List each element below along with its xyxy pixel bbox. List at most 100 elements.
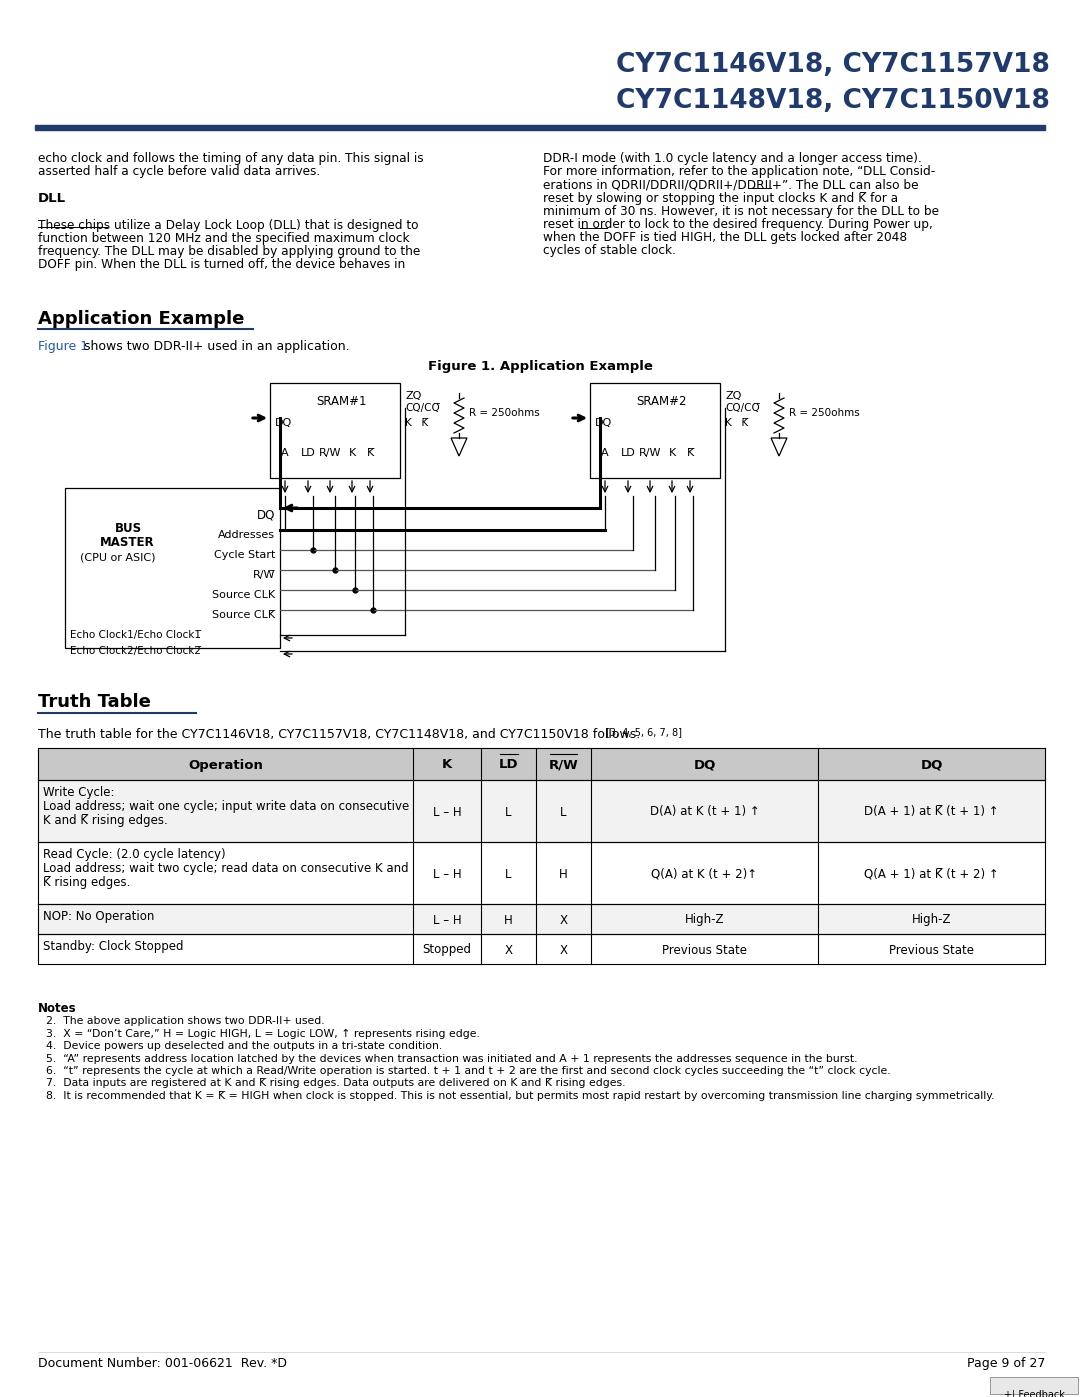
Bar <box>65 488 280 648</box>
Text: Load address; wait one cycle; input write data on consecutive: Load address; wait one cycle; input writ… <box>43 800 409 813</box>
Text: function between 120 MHz and the specified maximum clock: function between 120 MHz and the specifi… <box>38 232 409 244</box>
Text: Source CLK: Source CLK <box>212 590 275 599</box>
Text: minimum of 30 ns. However, it is not necessary for the DLL to be: minimum of 30 ns. However, it is not nec… <box>543 205 939 218</box>
Text: reset by slowing or stopping the input clocks K and K̅ for a: reset by slowing or stopping the input c… <box>543 191 899 204</box>
Polygon shape <box>451 439 467 455</box>
Text: BUS: BUS <box>114 522 143 535</box>
Text: Echo Clock1/Echo Clock1̅: Echo Clock1/Echo Clock1̅ <box>70 630 201 640</box>
Text: DQ: DQ <box>275 418 293 427</box>
Text: Write Cycle:: Write Cycle: <box>43 787 114 799</box>
Text: Operation: Operation <box>188 759 262 771</box>
Text: L: L <box>505 868 512 880</box>
Text: Stopped: Stopped <box>422 943 472 957</box>
Text: H: H <box>559 868 568 880</box>
Text: DQ: DQ <box>920 759 943 771</box>
Bar <box>590 383 720 478</box>
Text: K   K̅: K K̅ <box>725 418 748 427</box>
Text: LD: LD <box>499 759 518 771</box>
Text: R/W̅: R/W̅ <box>253 570 275 580</box>
Text: K: K <box>442 759 453 771</box>
Text: Read Cycle: (2.0 cycle latency): Read Cycle: (2.0 cycle latency) <box>43 848 226 861</box>
Text: Figure 1. Application Example: Figure 1. Application Example <box>428 360 652 373</box>
Text: L – H: L – H <box>433 868 461 880</box>
Text: echo clock and follows the timing of any data pin. This signal is: echo clock and follows the timing of any… <box>38 152 423 165</box>
Text: ZQ: ZQ <box>725 391 741 401</box>
Text: Cycle Start: Cycle Start <box>214 550 275 560</box>
Text: Q(A) at K (t + 2)↑: Q(A) at K (t + 2)↑ <box>651 868 757 880</box>
Text: 6.  “t” represents the cycle at which a Read/Write operation is started. t + 1 a: 6. “t” represents the cycle at which a R… <box>46 1066 891 1076</box>
Text: DDR-I mode (with 1.0 cycle latency and a longer access time).: DDR-I mode (with 1.0 cycle latency and a… <box>543 152 921 165</box>
Text: R/W: R/W <box>638 448 661 458</box>
Text: X: X <box>559 914 567 926</box>
Text: CQ/CQ̅: CQ/CQ̅ <box>725 402 759 414</box>
Text: 2.  The above application shows two DDR-II+ used.: 2. The above application shows two DDR-I… <box>46 1016 325 1025</box>
Bar <box>38 904 1045 935</box>
Text: erations in QDRII/DDRII/QDRII+/DDRII+”. The DLL can also be: erations in QDRII/DDRII/QDRII+/DDRII+”. … <box>543 179 918 191</box>
Text: R = 250ohms: R = 250ohms <box>469 408 540 418</box>
Text: K̅: K̅ <box>366 448 374 458</box>
Text: [3, 4, 5, 6, 7, 8]: [3, 4, 5, 6, 7, 8] <box>606 726 681 738</box>
Text: DQ: DQ <box>595 418 612 427</box>
Text: Notes: Notes <box>38 1002 77 1016</box>
Text: 4.  Device powers up deselected and the outputs in a tri-state condition.: 4. Device powers up deselected and the o… <box>46 1041 442 1051</box>
Text: L – H: L – H <box>433 914 461 926</box>
Text: Figure 1: Figure 1 <box>38 339 89 353</box>
Text: A: A <box>281 448 288 458</box>
Text: K: K <box>349 448 355 458</box>
Text: These chips utilize a Delay Lock Loop (DLL) that is designed to: These chips utilize a Delay Lock Loop (D… <box>38 219 419 232</box>
Text: H: H <box>504 914 513 926</box>
Text: (CPU or ASIC): (CPU or ASIC) <box>80 552 156 562</box>
Text: 5.  “A” represents address location latched by the devices when transaction was : 5. “A” represents address location latch… <box>46 1053 858 1063</box>
Text: SRAM#2: SRAM#2 <box>636 395 687 408</box>
Text: MASTER: MASTER <box>100 536 154 549</box>
Text: frequency. The DLL may be disabled by applying ground to the: frequency. The DLL may be disabled by ap… <box>38 246 420 258</box>
Text: 8.  It is recommended that K = K̅ = HIGH when clock is stopped. This is not esse: 8. It is recommended that K = K̅ = HIGH … <box>46 1091 995 1101</box>
Bar <box>38 935 1045 964</box>
Text: Standby: Clock Stopped: Standby: Clock Stopped <box>43 940 184 953</box>
Text: Previous State: Previous State <box>889 943 974 957</box>
Text: DQ: DQ <box>693 759 716 771</box>
Text: X: X <box>504 943 513 957</box>
Text: R = 250ohms: R = 250ohms <box>789 408 860 418</box>
Text: LD: LD <box>300 448 315 458</box>
Text: A: A <box>602 448 609 458</box>
Text: when the DOFF is tied HIGH, the DLL gets locked after 2048: when the DOFF is tied HIGH, the DLL gets… <box>543 231 907 244</box>
Bar <box>38 747 1045 780</box>
Text: 7.  Data inputs are registered at K and K̅ rising edges. Data outputs are delive: 7. Data inputs are registered at K and K… <box>46 1078 625 1088</box>
Text: Truth Table: Truth Table <box>38 693 151 711</box>
Text: D(A) at K (t + 1) ↑: D(A) at K (t + 1) ↑ <box>650 806 759 819</box>
Text: Addresses: Addresses <box>218 529 275 541</box>
Text: asserted half a cycle before valid data arrives.: asserted half a cycle before valid data … <box>38 165 320 179</box>
Text: D(A + 1) at K̅ (t + 1) ↑: D(A + 1) at K̅ (t + 1) ↑ <box>864 806 999 819</box>
Text: cycles of stable clock.: cycles of stable clock. <box>543 244 676 257</box>
Text: Page 9 of 27: Page 9 of 27 <box>967 1356 1045 1370</box>
Text: Load address; wait two cycle; read data on consecutive K and: Load address; wait two cycle; read data … <box>43 862 408 875</box>
Text: Previous State: Previous State <box>662 943 747 957</box>
Text: CY7C1146V18, CY7C1157V18: CY7C1146V18, CY7C1157V18 <box>616 52 1050 78</box>
Text: High-Z: High-Z <box>912 914 951 926</box>
Text: R/W: R/W <box>319 448 341 458</box>
Text: Document Number: 001-06621  Rev. *D: Document Number: 001-06621 Rev. *D <box>38 1356 287 1370</box>
Text: Application Example: Application Example <box>38 310 244 328</box>
Text: The truth table for the CY7C1146V18, CY7C1157V18, CY7C1148V18, and CY7C1150V18 f: The truth table for the CY7C1146V18, CY7… <box>38 728 640 740</box>
Text: DQ: DQ <box>257 509 275 521</box>
Text: 3.  X = “Don’t Care,” H = Logic HIGH, L = Logic LOW, ↑ represents rising edge.: 3. X = “Don’t Care,” H = Logic HIGH, L =… <box>46 1028 480 1038</box>
Text: ZQ: ZQ <box>405 391 421 401</box>
Text: reset in order to lock to the desired frequency. During Power up,: reset in order to lock to the desired fr… <box>543 218 933 231</box>
Bar <box>35 124 1045 130</box>
Text: shows two DDR-II+ used in an application.: shows two DDR-II+ used in an application… <box>80 339 350 353</box>
Text: For more information, refer to the application note, “DLL Consid-: For more information, refer to the appli… <box>543 165 935 179</box>
Text: L: L <box>505 806 512 819</box>
Bar <box>38 842 1045 904</box>
Text: CY7C1148V18, CY7C1150V18: CY7C1148V18, CY7C1150V18 <box>616 88 1050 115</box>
Text: X: X <box>559 943 567 957</box>
Text: CQ/CQ̅: CQ/CQ̅ <box>405 402 440 414</box>
Text: L – H: L – H <box>433 806 461 819</box>
Text: SRAM#1: SRAM#1 <box>316 395 367 408</box>
Text: K̅ rising edges.: K̅ rising edges. <box>43 876 131 888</box>
Text: +| Feedback: +| Feedback <box>1003 1390 1065 1397</box>
Text: Q(A + 1) at K̅ (t + 2) ↑: Q(A + 1) at K̅ (t + 2) ↑ <box>864 868 999 880</box>
Bar <box>270 383 400 478</box>
Bar <box>990 1377 1078 1394</box>
Polygon shape <box>771 439 787 455</box>
